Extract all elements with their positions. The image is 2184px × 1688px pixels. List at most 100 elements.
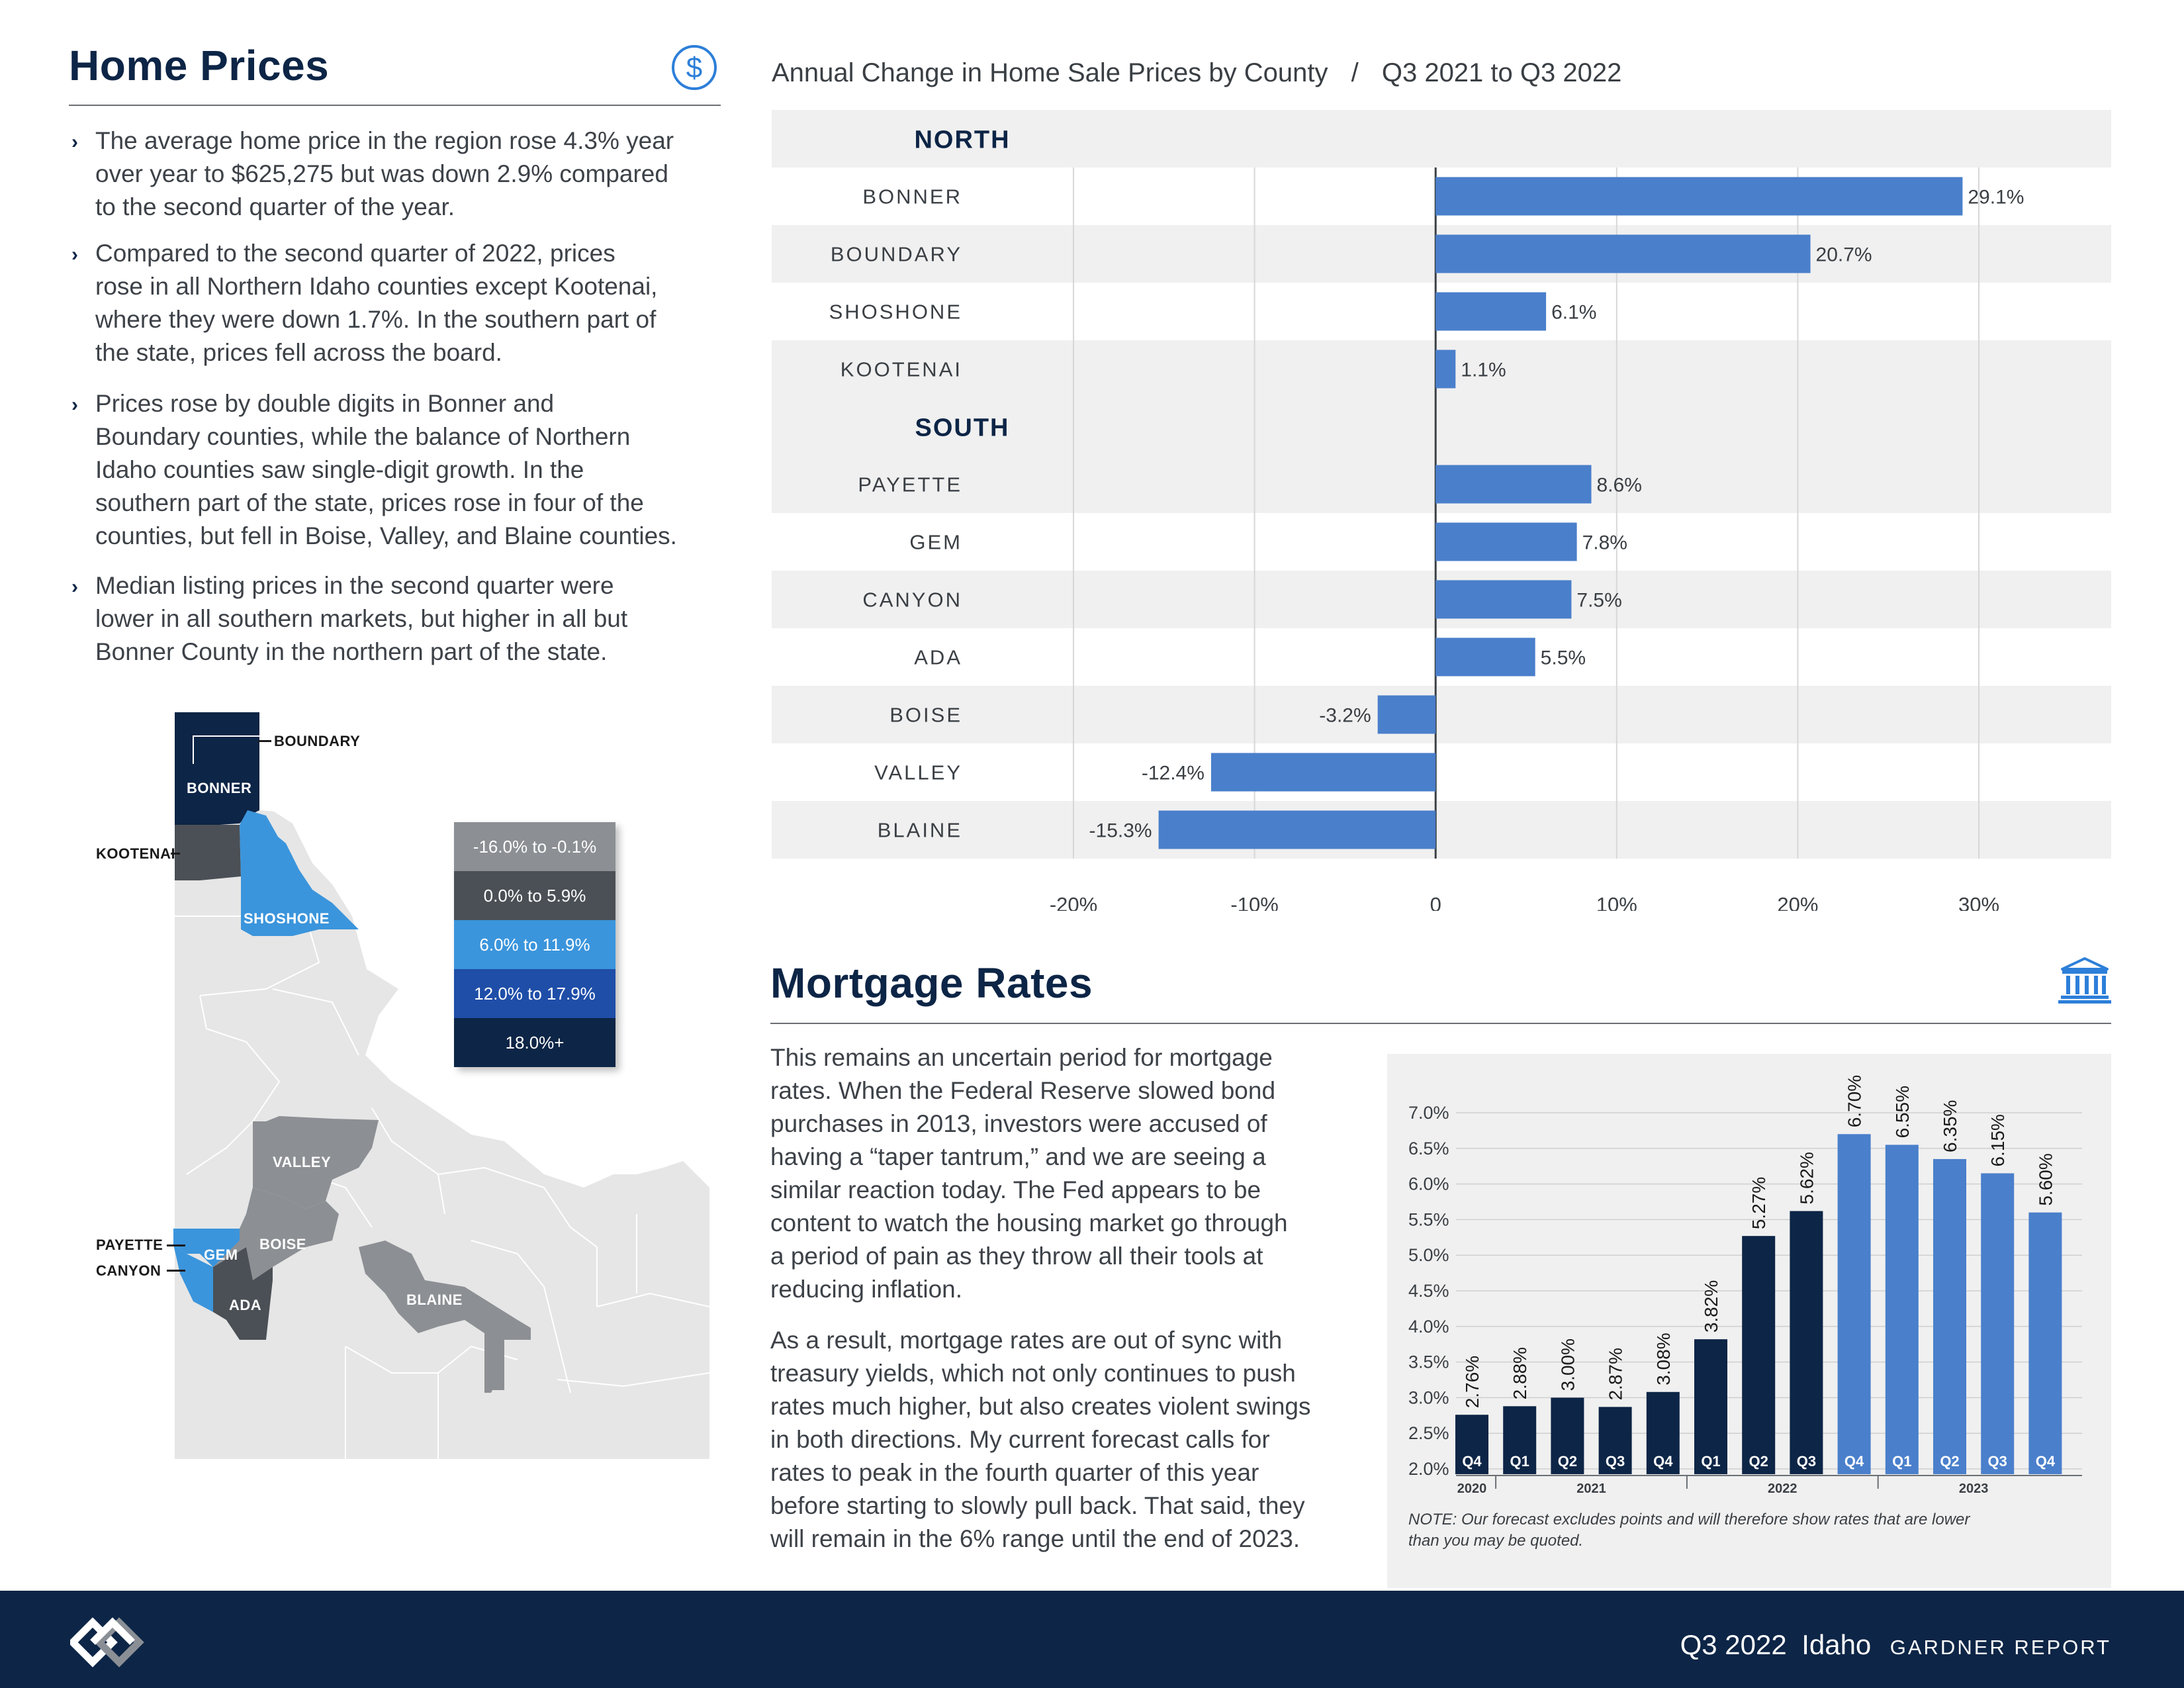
kootenai-county xyxy=(175,825,241,880)
paragraph-line: will remain in the 6% range until the en… xyxy=(770,1525,1300,1552)
rate-value-label: 5.27% xyxy=(1749,1177,1769,1229)
paragraph-line: similar reaction today. The Fed appears … xyxy=(770,1176,1261,1203)
county-bar-chart: NORTH BONNER 29.1% BOUNDARY 20.7% SHOSHONE 6.1… xyxy=(772,110,2111,916)
map-label-blaine: BLAINE xyxy=(406,1291,463,1308)
rate-value-label: 5.62% xyxy=(1796,1152,1817,1204)
boise-county xyxy=(213,1188,339,1280)
county-label: CANYON xyxy=(862,588,962,612)
paragraph-line: a period of pain as they throw all their… xyxy=(770,1243,1263,1270)
county-bar xyxy=(1435,350,1456,389)
bar-value-label: 7.5% xyxy=(1576,590,1621,612)
mortgage-chart-note: NOTE: Our forecast excludes points and w… xyxy=(1408,1509,2110,1552)
year-label: 2020 xyxy=(1457,1481,1487,1496)
paragraph-line: As a result, mortgage rates are out of s… xyxy=(770,1327,1283,1354)
paragraph-line: rates. When the Federal Reserve slowed b… xyxy=(770,1077,1276,1104)
x-tick-label: -20% xyxy=(1050,893,1097,911)
chart-row-background xyxy=(772,686,2111,743)
bar-value-label: 8.6% xyxy=(1596,475,1641,496)
county-bar xyxy=(1435,177,1963,216)
rate-bar xyxy=(1551,1397,1584,1474)
quarter-label: Q4 xyxy=(2036,1453,2056,1470)
paragraph-line: treasury yields, which not only continue… xyxy=(770,1360,1296,1387)
x-tick-label: 0 xyxy=(1430,893,1441,911)
quarter-label: Q1 xyxy=(1701,1453,1720,1470)
boundary-county xyxy=(175,712,259,764)
x-tick-label: -10% xyxy=(1230,893,1278,911)
windermere-logo-icon xyxy=(70,1617,144,1667)
chart-row-background xyxy=(772,398,2111,455)
bullet-line: Idaho counties saw single-digit growth. … xyxy=(95,456,584,483)
bar-chart-svg: NORTH BONNER 29.1% BOUNDARY 20.7% SHOSHONE 6.1… xyxy=(772,110,2111,916)
county-bar xyxy=(1377,695,1436,734)
map-label-boise: BOISE xyxy=(259,1236,306,1252)
boundary-leader-line xyxy=(258,740,271,742)
footer-report-title: Q3 2022 Idaho GARDNER REPORT xyxy=(1680,1629,2111,1661)
y-tick-label: 4.0% xyxy=(1408,1317,1449,1336)
legend-item: 0.0% to 5.9% xyxy=(454,871,615,920)
bullet-line: over year to $625,275 but was down 2.9% … xyxy=(95,160,668,187)
bullet-line: Median listing prices in the second quar… xyxy=(95,572,614,599)
county-label: BLAINE xyxy=(878,819,962,842)
paragraph-line: in both directions. My current forecast … xyxy=(770,1426,1270,1453)
quarter-label: Q4 xyxy=(1653,1453,1673,1470)
rate-value-label: 6.70% xyxy=(1844,1075,1865,1127)
year-label: 2023 xyxy=(1959,1481,1989,1496)
legend-item: 18.0%+ xyxy=(454,1018,615,1067)
paragraph-line: having a “taper tantrum,” and we are see… xyxy=(770,1143,1266,1170)
quarter-label: Q2 xyxy=(1558,1453,1577,1470)
region-label: NORTH xyxy=(914,126,1010,154)
rate-value-label: 2.87% xyxy=(1606,1348,1626,1400)
bar-chart-period: Q3 2021 to Q3 2022 xyxy=(1381,58,1622,87)
rate-bar xyxy=(1933,1158,1966,1474)
bullet-line: to the second quarter of the year. xyxy=(95,193,455,220)
county-bar xyxy=(1435,522,1577,561)
footer-state: Idaho xyxy=(1801,1629,1872,1660)
county-label: PAYETTE xyxy=(858,473,962,496)
rate-value-label: 2.76% xyxy=(1462,1356,1482,1408)
bar-chart-title-separator: / xyxy=(1351,58,1359,87)
y-tick-label: 6.0% xyxy=(1408,1174,1449,1194)
rate-bar xyxy=(1694,1339,1727,1474)
bullet-text: The average home price in the region ros… xyxy=(95,124,674,224)
bullet-line: Bonner County in the northern part of th… xyxy=(95,638,608,665)
paragraph-line: rates much higher, but also creates viol… xyxy=(770,1393,1311,1420)
blaine-county xyxy=(359,1241,531,1393)
county-bar xyxy=(1435,465,1592,504)
rate-value-label: 3.00% xyxy=(1557,1338,1578,1391)
rate-value-label: 3.08% xyxy=(1653,1333,1674,1385)
y-tick-label: 4.5% xyxy=(1408,1281,1449,1301)
quarter-label: Q2 xyxy=(1749,1453,1768,1470)
y-tick-label: 6.5% xyxy=(1408,1139,1449,1158)
map-label-bonner: BONNER xyxy=(187,780,252,796)
bar-value-label: -12.4% xyxy=(1142,763,1205,784)
county-label: BOUNDARY xyxy=(831,243,962,266)
chart-row-background xyxy=(772,801,2111,859)
year-label: 2021 xyxy=(1576,1481,1606,1496)
map-label-boundary: BOUNDARY xyxy=(274,733,361,749)
quarter-label: Q3 xyxy=(1797,1453,1816,1470)
ada-county xyxy=(213,1247,273,1340)
quarter-label: Q3 xyxy=(1606,1453,1625,1470)
map-label-shoshone: SHOSHONE xyxy=(244,910,330,927)
paragraph-line: This remains an uncertain period for mor… xyxy=(770,1044,1273,1071)
rate-bar xyxy=(1455,1415,1488,1474)
rate-value-label: 6.35% xyxy=(1940,1100,1960,1152)
county-label: KOOTENAI xyxy=(841,358,962,381)
rate-value-label: 6.55% xyxy=(1892,1086,1913,1138)
footer-period: Q3 2022 xyxy=(1680,1629,1787,1660)
payette-leader-line xyxy=(167,1244,185,1246)
mortgage-paragraph-1: This remains an uncertain period for mor… xyxy=(770,1041,1340,1306)
quarter-label: Q4 xyxy=(1462,1453,1482,1470)
paragraph-line: reducing inflation. xyxy=(770,1276,963,1303)
county-bar xyxy=(1435,637,1535,677)
bar-value-label: 6.1% xyxy=(1551,302,1596,324)
map-legend: -16.0% to -0.1% 0.0% to 5.9% 6.0% to 11.9%… xyxy=(454,822,615,1067)
map-label-gem: GEM xyxy=(204,1246,238,1263)
county-bar xyxy=(1158,810,1436,849)
bar-value-label: 7.8% xyxy=(1582,532,1627,554)
county-bar xyxy=(1435,292,1547,331)
bullet-line: The average home price in the region ros… xyxy=(95,127,674,154)
county-label: BONNER xyxy=(862,185,962,209)
x-tick-label: 10% xyxy=(1596,893,1637,911)
